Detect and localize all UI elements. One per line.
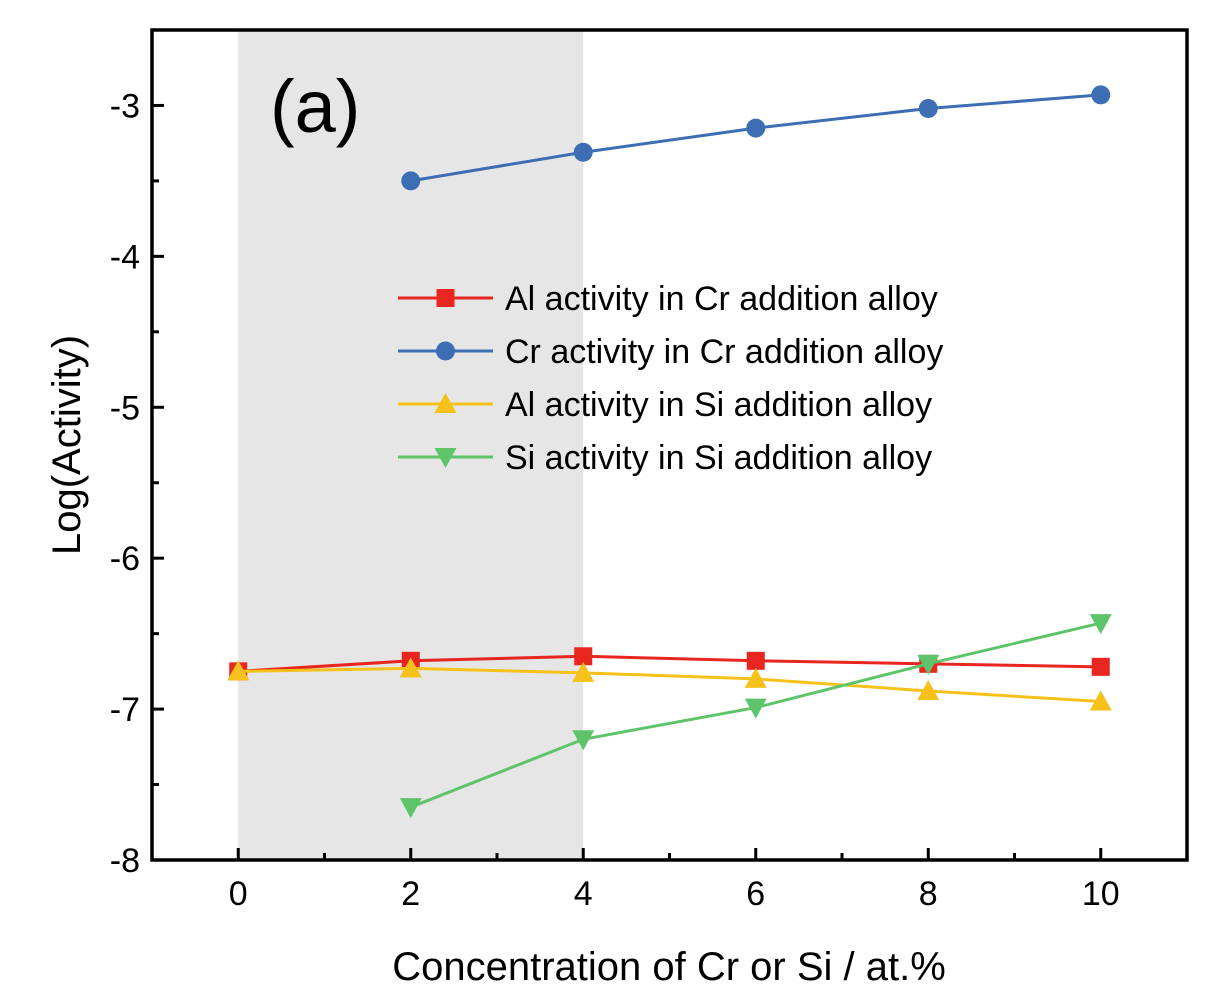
data-point [744, 667, 767, 688]
legend-swatch-marker [434, 393, 457, 413]
data-point [399, 657, 422, 678]
x-axis-title: Concentration of Cr or Si / at.% [392, 945, 946, 989]
y-tick-label: -7 [110, 691, 140, 729]
legend-item: Cr activity in Cr addition alloy [398, 333, 943, 371]
data-point [572, 661, 595, 682]
y-tick-label: -4 [110, 238, 140, 276]
data-point [917, 679, 940, 700]
data-point [1089, 690, 1112, 711]
legend-swatch-marker [436, 289, 455, 307]
legend-label: Si activity in Si addition alloy [505, 439, 932, 477]
data-point [573, 142, 593, 162]
series-line [238, 666, 1101, 704]
data-point [572, 730, 595, 751]
legend-swatch-marker [436, 341, 455, 361]
data-point [1089, 614, 1112, 635]
x-tick-label: 0 [229, 875, 248, 913]
legend-label: Al activity in Si addition alloy [505, 386, 932, 424]
y-tick-label: -3 [110, 87, 140, 125]
data-point [746, 118, 766, 138]
y-tick-label: -8 [110, 842, 140, 880]
data-point [917, 654, 940, 675]
data-point [401, 171, 421, 191]
series-line [238, 654, 1101, 673]
data-point [918, 98, 938, 118]
series-3 [227, 657, 1112, 711]
data-point [1091, 85, 1111, 105]
data-point [744, 698, 767, 719]
data-point [574, 647, 593, 666]
x-tick-label: 2 [401, 875, 420, 913]
legend-label: Al activity in Cr addition alloy [505, 280, 938, 318]
shaded-region [238, 30, 584, 860]
legend: Al activity in Cr addition alloy Cr activ… [398, 280, 943, 477]
x-tick-label: 10 [1082, 875, 1120, 913]
series-layer [227, 85, 1112, 819]
legend-item: Al activity in Cr addition alloy [398, 280, 938, 318]
y-tick-label: -5 [110, 389, 140, 427]
tick-layer: 0 2 4 6 8 10 -3 -4 -5 -6 -7 -8 [110, 28, 1189, 913]
series-2 [401, 85, 1111, 191]
data-point [399, 798, 422, 819]
y-axis-title: Log(Activity) [45, 335, 89, 555]
legend-label: Cr activity in Cr addition alloy [505, 333, 943, 371]
x-tick-label: 8 [919, 875, 938, 913]
y-tick-label: -6 [110, 540, 140, 578]
data-point [1091, 657, 1110, 676]
x-tick-label: 6 [746, 875, 765, 913]
x-tick-label: 4 [574, 875, 593, 913]
data-point [746, 651, 765, 670]
legend-item: Si activity in Si addition alloy [398, 439, 932, 477]
legend-item: Al activity in Si addition alloy [398, 386, 932, 424]
data-point [227, 660, 250, 681]
panel-label: (a) [270, 65, 360, 148]
series-4 [399, 614, 1112, 819]
legend-swatch-marker [434, 448, 457, 468]
